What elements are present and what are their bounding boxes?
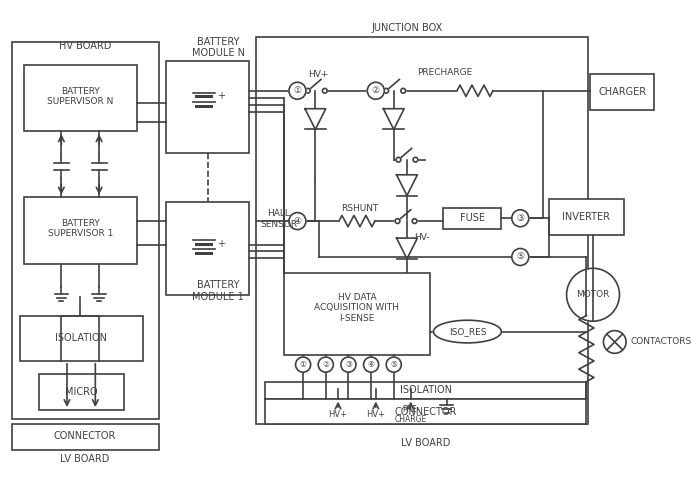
FancyBboxPatch shape bbox=[443, 208, 501, 228]
Text: ③: ③ bbox=[517, 214, 524, 223]
Text: ②: ② bbox=[322, 360, 329, 369]
Text: ④: ④ bbox=[294, 217, 301, 226]
Circle shape bbox=[289, 213, 306, 229]
Circle shape bbox=[401, 89, 405, 93]
Text: MICRO: MICRO bbox=[65, 387, 97, 397]
FancyBboxPatch shape bbox=[266, 399, 586, 424]
Ellipse shape bbox=[433, 320, 501, 343]
Text: BATTERY
MODULE 1: BATTERY MODULE 1 bbox=[192, 280, 244, 302]
Text: MOTOR: MOTOR bbox=[577, 290, 610, 299]
FancyBboxPatch shape bbox=[266, 382, 586, 399]
Circle shape bbox=[413, 157, 418, 162]
FancyBboxPatch shape bbox=[12, 42, 159, 420]
Text: ISO_RES: ISO_RES bbox=[449, 327, 487, 336]
Text: ④: ④ bbox=[368, 360, 375, 369]
Circle shape bbox=[341, 357, 356, 372]
Text: ②: ② bbox=[372, 86, 380, 95]
Circle shape bbox=[296, 357, 310, 372]
Text: ISOLATION: ISOLATION bbox=[400, 385, 452, 395]
Text: ①: ① bbox=[294, 86, 301, 95]
Circle shape bbox=[363, 357, 379, 372]
Text: LV BOARD: LV BOARD bbox=[60, 454, 110, 464]
FancyBboxPatch shape bbox=[38, 374, 124, 410]
Text: HV DATA
ACQUISITION WITH
I-SENSE: HV DATA ACQUISITION WITH I-SENSE bbox=[315, 293, 399, 323]
FancyBboxPatch shape bbox=[24, 65, 137, 131]
Circle shape bbox=[384, 89, 389, 93]
Text: HV+: HV+ bbox=[366, 410, 385, 419]
Text: PRE-
CHARGE: PRE- CHARGE bbox=[395, 405, 427, 424]
Circle shape bbox=[367, 82, 384, 99]
FancyBboxPatch shape bbox=[166, 202, 250, 295]
Text: HV-: HV- bbox=[415, 233, 430, 241]
Circle shape bbox=[305, 89, 310, 93]
Text: HV BOARD: HV BOARD bbox=[59, 41, 111, 51]
Circle shape bbox=[318, 357, 333, 372]
Text: ⑤: ⑤ bbox=[390, 360, 397, 369]
Text: ⑤: ⑤ bbox=[517, 252, 524, 262]
Circle shape bbox=[396, 157, 401, 162]
Circle shape bbox=[603, 331, 626, 354]
Text: RSHUNT: RSHUNT bbox=[341, 205, 378, 213]
FancyBboxPatch shape bbox=[256, 37, 589, 424]
FancyBboxPatch shape bbox=[284, 273, 430, 355]
Text: BATTERY
SUPERVISOR 1: BATTERY SUPERVISOR 1 bbox=[48, 219, 113, 239]
Text: ③: ③ bbox=[345, 360, 352, 369]
Text: HV+: HV+ bbox=[308, 70, 329, 79]
Text: +: + bbox=[217, 239, 225, 249]
Circle shape bbox=[289, 82, 306, 99]
Text: PRECHARGE: PRECHARGE bbox=[417, 68, 473, 77]
Circle shape bbox=[412, 219, 417, 223]
Text: HALL
SENSOR: HALL SENSOR bbox=[260, 209, 297, 229]
Text: LV BOARD: LV BOARD bbox=[401, 438, 451, 448]
Text: CONTACTORS: CONTACTORS bbox=[630, 338, 692, 346]
Text: +: + bbox=[217, 91, 225, 102]
Circle shape bbox=[395, 219, 400, 223]
FancyBboxPatch shape bbox=[590, 74, 654, 110]
Text: CONNECTOR: CONNECTOR bbox=[54, 432, 116, 442]
Text: CONNECTOR: CONNECTOR bbox=[395, 407, 457, 417]
Text: HV+: HV+ bbox=[329, 410, 347, 419]
Text: BATTERY
MODULE N: BATTERY MODULE N bbox=[192, 36, 245, 58]
Text: CHARGER: CHARGER bbox=[598, 87, 647, 97]
FancyBboxPatch shape bbox=[24, 197, 137, 263]
Circle shape bbox=[512, 210, 529, 227]
Circle shape bbox=[322, 89, 327, 93]
Text: FUSE: FUSE bbox=[460, 213, 484, 223]
Text: BATTERY
SUPERVISOR N: BATTERY SUPERVISOR N bbox=[47, 87, 113, 106]
Circle shape bbox=[512, 249, 529, 265]
FancyBboxPatch shape bbox=[20, 316, 143, 361]
FancyBboxPatch shape bbox=[549, 199, 624, 235]
FancyBboxPatch shape bbox=[12, 424, 159, 450]
Text: INVERTER: INVERTER bbox=[563, 212, 610, 222]
Circle shape bbox=[386, 357, 401, 372]
Circle shape bbox=[567, 268, 619, 321]
Text: ISOLATION: ISOLATION bbox=[55, 333, 107, 343]
FancyBboxPatch shape bbox=[166, 60, 250, 153]
Text: JUNCTION BOX: JUNCTION BOX bbox=[371, 23, 442, 34]
Text: ①: ① bbox=[300, 360, 307, 369]
